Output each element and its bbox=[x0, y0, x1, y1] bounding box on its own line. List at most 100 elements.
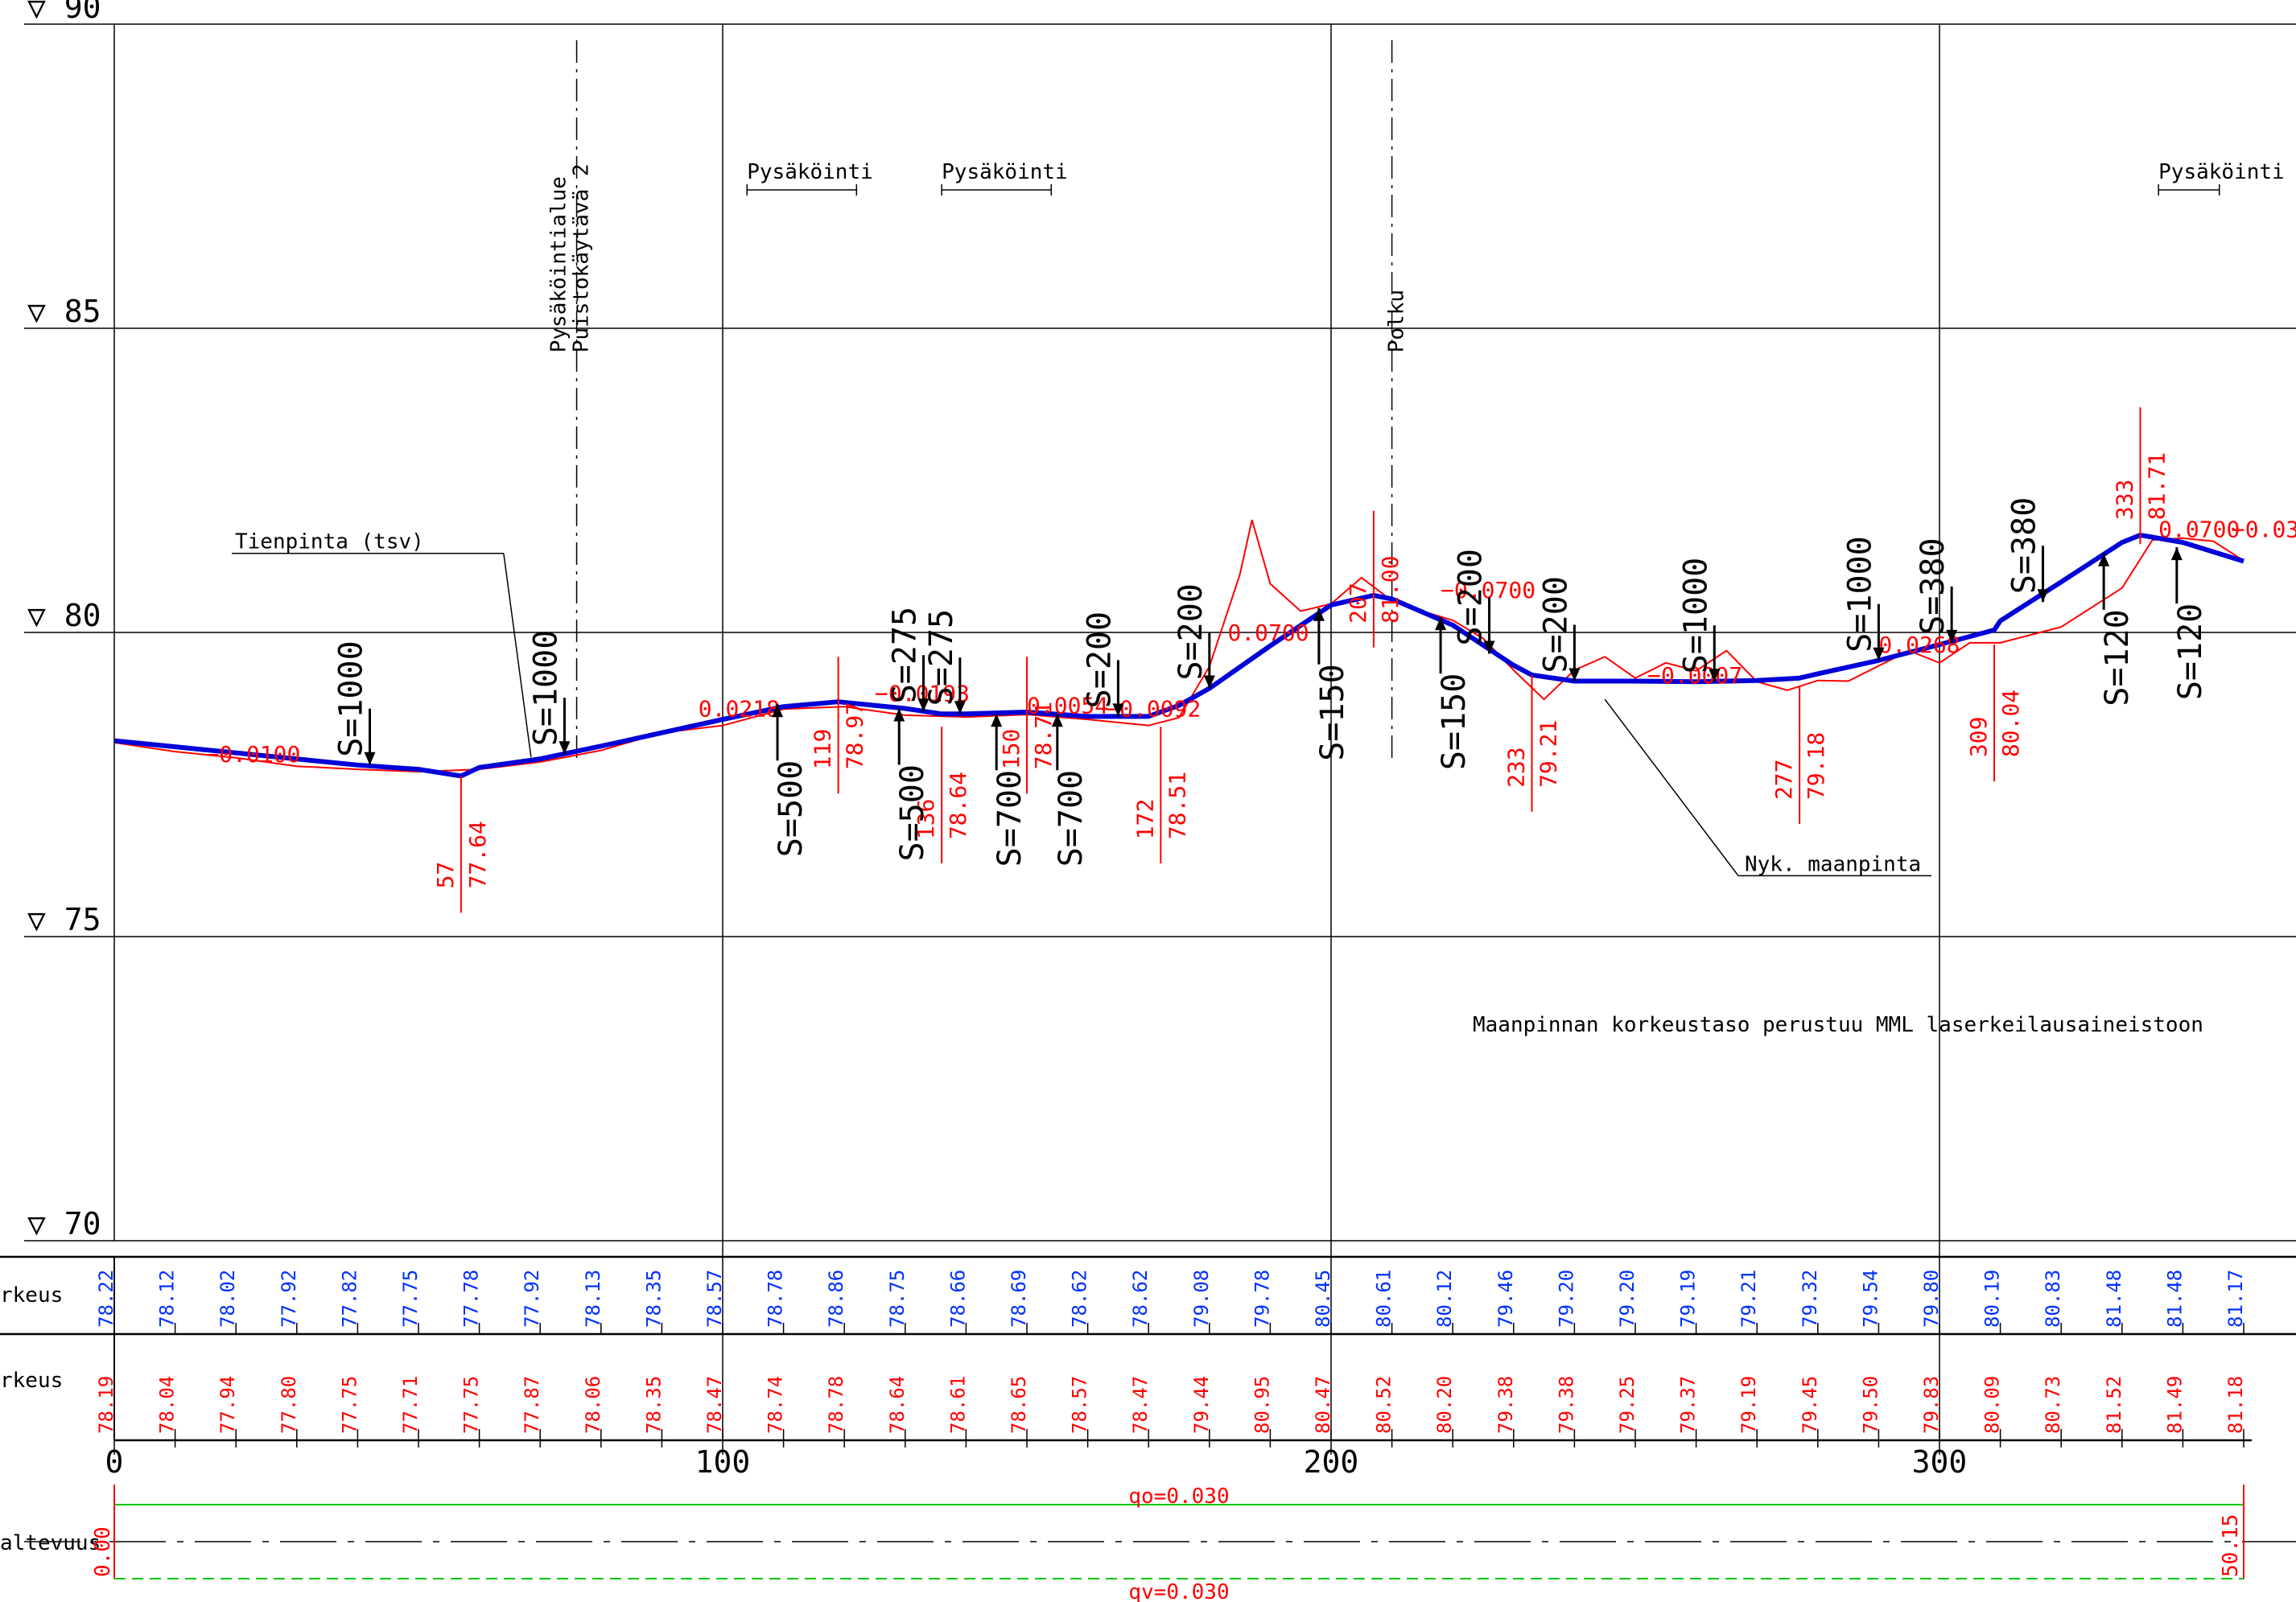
band-ground-value: 78.74 bbox=[765, 1376, 787, 1434]
band-ground-value: 77.75 bbox=[338, 1376, 361, 1434]
curve-radius: S=150 bbox=[1314, 664, 1351, 760]
curve-arrowhead bbox=[772, 704, 784, 718]
x-tick-label: 100 bbox=[695, 1444, 751, 1480]
band-design-value: 79.46 bbox=[1494, 1270, 1517, 1328]
curve-arrowhead bbox=[893, 708, 905, 722]
curve-arrowhead bbox=[1313, 607, 1325, 621]
band-design-value: 80.45 bbox=[1312, 1270, 1334, 1328]
band-ground-value: 79.45 bbox=[1799, 1376, 1821, 1434]
landmark-label: Puistokäytävä 2 bbox=[570, 163, 594, 352]
parking-label: Pysäköinti bbox=[747, 160, 873, 184]
band-design-value: 78.62 bbox=[1129, 1270, 1152, 1328]
band-design-value: 77.82 bbox=[338, 1270, 361, 1328]
band-design-value: 79.80 bbox=[1920, 1270, 1943, 1328]
band-design-value: 78.86 bbox=[825, 1270, 847, 1328]
band-ground-value: 81.18 bbox=[2224, 1376, 2247, 1434]
band-ground-value: 78.47 bbox=[703, 1376, 726, 1434]
grade-label: 0.0700 bbox=[1227, 620, 1309, 646]
band-ground-value: 78.35 bbox=[642, 1376, 665, 1434]
curve-radius: S=380 bbox=[1915, 537, 1952, 634]
grade-label: 0.0218 bbox=[699, 696, 780, 723]
curve-arrowhead bbox=[954, 701, 966, 715]
point-elevation: 78.97 bbox=[842, 702, 868, 769]
band-ground-value: 79.38 bbox=[1494, 1376, 1517, 1434]
point-elevation: 78.71 bbox=[1030, 702, 1057, 769]
curve-arrowhead bbox=[1709, 669, 1721, 682]
point-elevation: 80.04 bbox=[1997, 690, 2024, 757]
curve-radius: S=500 bbox=[894, 764, 931, 861]
band-design-value: 78.78 bbox=[765, 1270, 787, 1328]
x-tick-label: 300 bbox=[1912, 1444, 1968, 1480]
band-design-value: 79.19 bbox=[1677, 1270, 1700, 1328]
band-design-value: 80.83 bbox=[2042, 1270, 2064, 1328]
band-design-value: 78.75 bbox=[886, 1270, 909, 1328]
source-note: Maanpinnan korkeustaso perustuu MML lase… bbox=[1473, 1013, 2203, 1037]
band-design-value: 79.32 bbox=[1799, 1270, 1821, 1328]
band-design-value: 78.12 bbox=[156, 1270, 179, 1328]
band-ground-value: 80.73 bbox=[2042, 1376, 2064, 1434]
profile-series: −0.01000.0218−0.01930.0054−0.00920.0700−… bbox=[113, 407, 2296, 913]
band-design-value: 77.92 bbox=[521, 1270, 543, 1328]
band-label-design: rkeus bbox=[0, 1283, 63, 1308]
band-ground-value: 78.57 bbox=[1069, 1376, 1091, 1434]
qv-label: qv=0.030 bbox=[1128, 1580, 1229, 1602]
band-ground-value: 79.37 bbox=[1677, 1376, 1700, 1434]
band-design-value: 78.22 bbox=[95, 1270, 117, 1328]
point-station: 233 bbox=[1502, 747, 1529, 788]
curve-arrowhead bbox=[1568, 668, 1581, 682]
point-station: 136 bbox=[913, 799, 939, 840]
curve-radius: S=275 bbox=[923, 609, 960, 706]
curve-arrowhead bbox=[2037, 589, 2049, 603]
slope-start-value: 0.00 bbox=[91, 1526, 115, 1577]
point-elevation: 79.18 bbox=[1803, 732, 1829, 800]
curve-arrowhead bbox=[2098, 553, 2110, 566]
band-design-value: 78.13 bbox=[582, 1270, 604, 1328]
band-ground-value: 77.71 bbox=[399, 1376, 422, 1434]
landmark-label: Pysäköintialue bbox=[547, 176, 571, 352]
qo-label: qo=0.030 bbox=[1128, 1485, 1229, 1509]
point-station: 207 bbox=[1345, 583, 1371, 624]
band-design-value: 79.54 bbox=[1859, 1270, 1882, 1328]
band-design-value: 77.92 bbox=[278, 1270, 300, 1328]
curve-radius: S=700 bbox=[991, 770, 1028, 867]
band-ground-value: 78.04 bbox=[156, 1376, 179, 1434]
band-design-value: 80.12 bbox=[1433, 1270, 1456, 1328]
y-tick-label: ▽ 70 bbox=[27, 1206, 101, 1242]
curve-radius: S=120 bbox=[2099, 609, 2136, 706]
band-ground-value: 79.38 bbox=[1555, 1376, 1577, 1434]
ground-callout: Nyk. maanpinta bbox=[1745, 852, 1921, 876]
band-design-value: 79.20 bbox=[1555, 1270, 1577, 1328]
slope-end-value: 50.15 bbox=[2219, 1514, 2243, 1577]
band-ground-value: 79.50 bbox=[1859, 1376, 1882, 1434]
band-ground-value: 77.87 bbox=[521, 1376, 543, 1434]
band-ground-value: 77.94 bbox=[216, 1376, 239, 1434]
curve-arrowhead bbox=[1112, 703, 1124, 717]
band-design-value: 80.19 bbox=[1981, 1270, 2004, 1328]
curve-radius: S=200 bbox=[1173, 583, 1210, 680]
point-station: 277 bbox=[1770, 759, 1797, 800]
point-elevation: 78.51 bbox=[1164, 772, 1190, 839]
band-ground-value: 79.44 bbox=[1190, 1376, 1213, 1434]
curve-radius: S=1000 bbox=[333, 640, 370, 757]
band-design-value: 79.08 bbox=[1190, 1270, 1213, 1328]
curve-arrowhead bbox=[1483, 640, 1495, 654]
y-tick-label: ▽ 85 bbox=[27, 294, 101, 329]
band-design-value: 79.21 bbox=[1737, 1270, 1760, 1328]
band-ground-value: 79.83 bbox=[1920, 1376, 1943, 1434]
grade-label: 0.0268 bbox=[1878, 632, 1960, 658]
curve-arrowhead bbox=[1946, 629, 1958, 643]
band-ground-value: 81.52 bbox=[2103, 1376, 2125, 1434]
curve-arrowhead bbox=[1203, 675, 1215, 689]
curve-radius: S=200 bbox=[1081, 612, 1118, 708]
parking-label: Pysäköinti bbox=[2158, 160, 2285, 184]
curve-radius: S=120 bbox=[2172, 603, 2209, 700]
band-ground-value: 80.95 bbox=[1251, 1376, 1273, 1434]
grade-label: −0.0092 bbox=[1106, 696, 1201, 723]
curve-arrowhead bbox=[991, 714, 1003, 727]
curve-radius: S=700 bbox=[1053, 770, 1090, 867]
grade-label: 0.0700 bbox=[2158, 516, 2240, 542]
grade-label: −0.0007 bbox=[1647, 662, 1742, 689]
point-elevation: 81.00 bbox=[1377, 556, 1404, 624]
band-ground-value: 78.47 bbox=[1129, 1376, 1152, 1434]
band-design-value: 78.02 bbox=[216, 1270, 239, 1328]
